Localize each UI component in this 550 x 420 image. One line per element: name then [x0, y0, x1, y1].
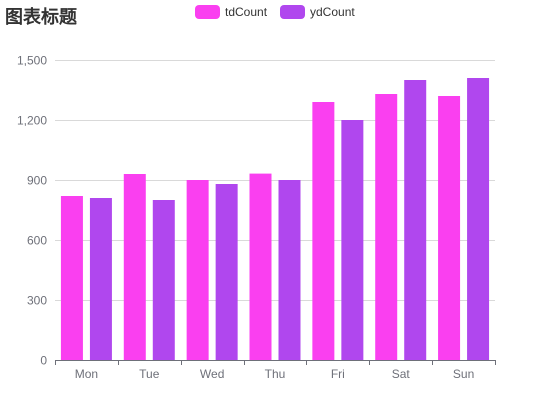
bar-tdCount-Mon[interactable]: [60, 196, 83, 360]
x-tick-label: Sat: [392, 367, 411, 381]
bar-tdCount-Sat[interactable]: [375, 94, 398, 360]
x-tick-label: Sun: [453, 367, 474, 381]
bar-tdCount-Sun[interactable]: [438, 96, 461, 360]
bar-ydCount-Tue[interactable]: [152, 200, 175, 360]
legend-label: ydCount: [310, 5, 355, 19]
legend-swatch: [280, 5, 305, 19]
legend-swatch: [195, 5, 220, 19]
legend-item-tdCount[interactable]: tdCount: [195, 5, 268, 19]
bar-ydCount-Mon[interactable]: [89, 198, 112, 360]
bar-tdCount-Fri[interactable]: [312, 102, 335, 360]
x-tick-label: Thu: [265, 367, 286, 381]
x-tick-label: Wed: [200, 367, 224, 381]
x-tick-label: Mon: [75, 367, 98, 381]
x-axis: [55, 360, 496, 365]
legend-label: tdCount: [225, 5, 268, 19]
bar-ydCount-Fri[interactable]: [341, 120, 364, 360]
bar-ydCount-Sun[interactable]: [467, 78, 490, 360]
x-tick-label: Fri: [331, 367, 345, 381]
bar-tdCount-Thu[interactable]: [249, 173, 272, 360]
y-tick-label: 0: [40, 354, 47, 368]
legend-item-ydCount[interactable]: ydCount: [280, 5, 355, 19]
y-tick-label: 600: [27, 234, 47, 248]
bars: [60, 78, 490, 360]
bar-ydCount-Wed[interactable]: [215, 184, 238, 360]
chart-title: 图表标题: [5, 7, 77, 28]
x-axis-labels: Mon Tue Wed Thu Fri Sat Sun: [75, 367, 474, 381]
grid-lines: [55, 60, 495, 301]
y-axis-labels: 0 300 600 900 1,200 1,500: [17, 54, 47, 368]
y-tick-label: 900: [27, 174, 47, 188]
bar-ydCount-Sat[interactable]: [404, 80, 427, 360]
bar-ydCount-Thu[interactable]: [278, 180, 301, 360]
x-tick-label: Tue: [139, 367, 160, 381]
legend[interactable]: tdCount ydCount: [195, 5, 355, 19]
bar-tdCount-Wed[interactable]: [186, 180, 209, 360]
y-tick-label: 300: [27, 294, 47, 308]
y-tick-label: 1,500: [17, 54, 47, 68]
bar-tdCount-Tue[interactable]: [123, 174, 146, 360]
y-tick-label: 1,200: [17, 114, 47, 128]
